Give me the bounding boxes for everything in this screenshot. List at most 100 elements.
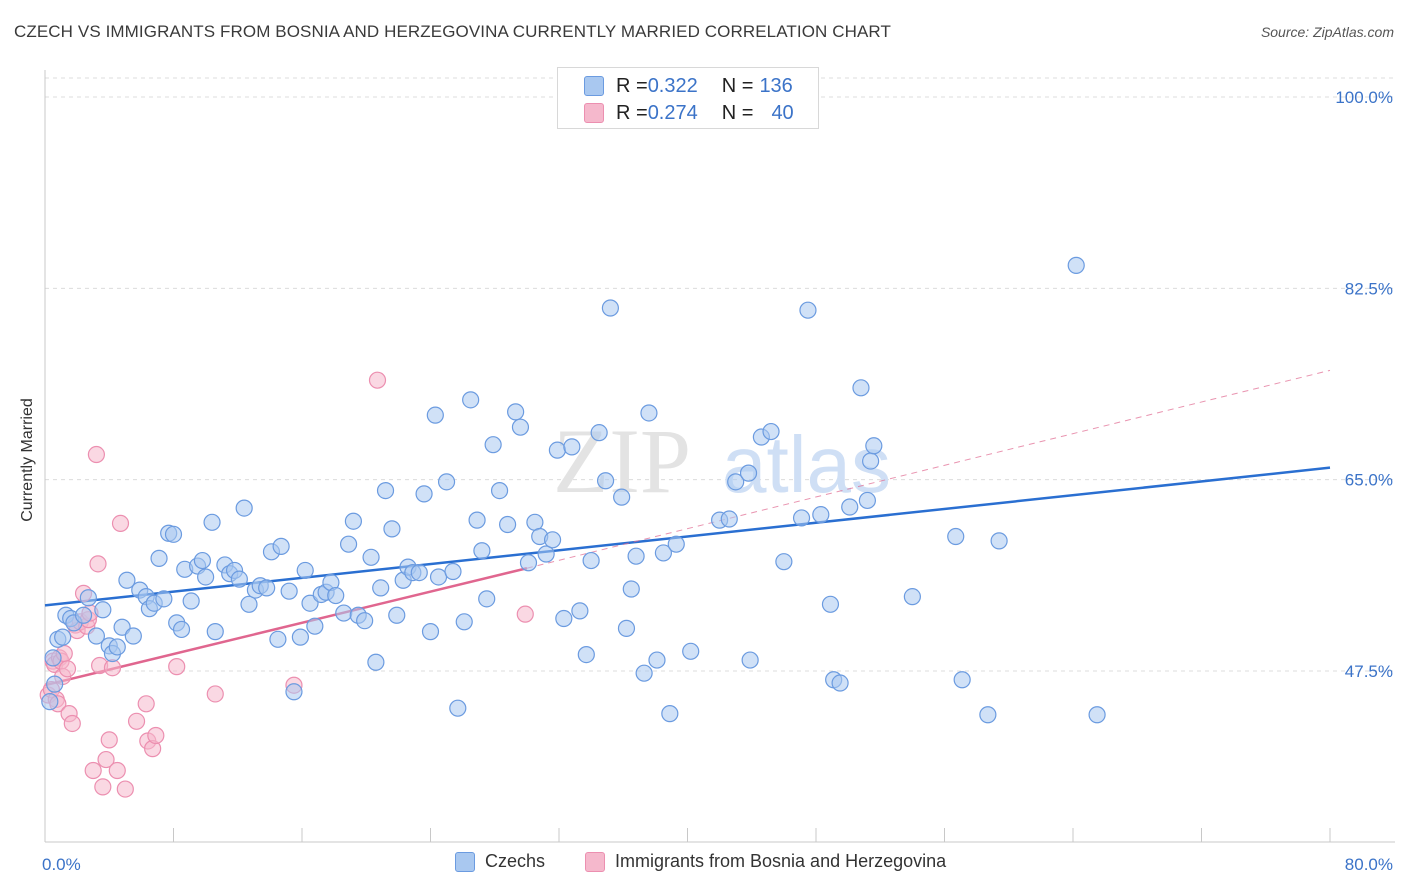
czech-point xyxy=(291,628,309,646)
x-tick-label-min: 0.0% xyxy=(42,855,81,874)
czech-point xyxy=(426,406,444,424)
legend-n-label: N = xyxy=(721,74,754,97)
czech-point xyxy=(94,601,112,619)
czech-point xyxy=(113,618,131,636)
czech-point xyxy=(388,606,406,624)
bosnia-point xyxy=(147,726,165,745)
czech-point xyxy=(118,571,136,589)
bosnia-point xyxy=(116,780,134,798)
czech-point xyxy=(571,602,589,620)
czech-point xyxy=(327,586,345,605)
czech-point xyxy=(792,509,811,527)
czech-point xyxy=(478,590,496,608)
czech-point xyxy=(272,537,290,555)
czech-point xyxy=(362,548,380,566)
czech-point xyxy=(858,491,877,510)
legend-item-bosnia[interactable]: Immigrants from Bosnia and Herzegovina xyxy=(585,851,946,872)
czech-point xyxy=(947,527,965,546)
czech-point xyxy=(54,628,72,646)
bosnia-point xyxy=(108,761,126,780)
czech-point xyxy=(258,579,276,597)
czech-point xyxy=(841,498,859,516)
czech-point xyxy=(356,612,374,630)
czech-point xyxy=(269,630,287,648)
czech-point xyxy=(862,452,880,470)
chart-title: CZECH VS IMMIGRANTS FROM BOSNIA AND HERZ… xyxy=(14,22,891,41)
czech-point xyxy=(240,595,258,613)
czech-point xyxy=(831,674,849,692)
bosnia-point xyxy=(84,761,102,780)
series-legend: Czechs Immigrants from Bosnia and Herzeg… xyxy=(0,851,1406,877)
czech-point xyxy=(164,525,183,543)
czech-point xyxy=(468,511,486,529)
czech-point xyxy=(172,620,191,639)
trend-line-bosnia xyxy=(44,567,528,687)
czech-point xyxy=(437,473,456,491)
czech-point xyxy=(376,482,395,500)
czech-point xyxy=(306,617,324,635)
czech-point xyxy=(741,651,759,669)
czech-point xyxy=(449,699,467,717)
czech-point xyxy=(87,627,106,645)
czech-point xyxy=(667,535,685,553)
legend-row-czechs: R = 0.322 N = 136 xyxy=(584,74,793,98)
legend-swatch-blue xyxy=(584,76,604,96)
correlation-legend: R = 0.322 N = 136 R = 0.274 N = 40 xyxy=(557,67,819,129)
czech-point xyxy=(484,436,502,454)
czech-point xyxy=(507,403,525,421)
gridlines xyxy=(45,77,1395,672)
czech-point xyxy=(640,404,658,422)
bosnia-point xyxy=(368,371,387,389)
legend-r-label: R = xyxy=(616,101,648,124)
czech-point xyxy=(577,645,595,664)
czech-point xyxy=(285,683,303,701)
y-tick-label: 47.5% xyxy=(1345,662,1393,681)
czech-point xyxy=(648,651,666,669)
czech-point xyxy=(280,582,298,600)
czech-point xyxy=(563,438,581,456)
y-tick-label: 65.0% xyxy=(1345,471,1393,490)
legend-swatch-pink xyxy=(584,103,604,123)
czech-point xyxy=(775,553,793,571)
czech-point xyxy=(622,580,640,598)
czech-point xyxy=(601,299,620,317)
bosnia-point xyxy=(516,605,534,623)
x-tick-label-max: 80.0% xyxy=(1345,855,1393,874)
czech-point xyxy=(421,623,440,641)
czech-point xyxy=(235,499,253,517)
czech-point xyxy=(739,464,758,482)
czech-point xyxy=(543,531,562,549)
czech-point xyxy=(335,604,353,622)
czech-point xyxy=(444,562,462,581)
legend-swatch-pink xyxy=(585,851,605,872)
czech-point xyxy=(812,506,830,524)
legend-swatch-blue xyxy=(455,851,475,872)
czech-point xyxy=(1067,256,1085,274)
czech-point xyxy=(383,520,401,538)
bosnia-point xyxy=(94,778,112,796)
czech-point xyxy=(415,485,433,503)
bosnia-point xyxy=(137,695,155,713)
czech-point xyxy=(193,551,212,570)
czech-point xyxy=(727,473,745,491)
czech-point xyxy=(203,513,221,531)
czech-point xyxy=(990,532,1008,550)
czech-point xyxy=(301,594,319,612)
bosnia-point xyxy=(206,685,224,703)
czech-point xyxy=(953,671,971,689)
bosnia-point xyxy=(103,659,122,677)
legend-item-czechs[interactable]: Czechs xyxy=(455,851,545,872)
bosnia-point xyxy=(63,714,81,733)
czech-point xyxy=(197,568,215,586)
legend-r-value: 0.322 xyxy=(647,74,698,97)
czech-point xyxy=(344,512,362,530)
czech-point xyxy=(1088,706,1106,724)
czech-point xyxy=(762,422,780,441)
legend-r-label: R = xyxy=(616,74,648,97)
y-tick-label: 100.0% xyxy=(1335,88,1393,107)
czech-point xyxy=(661,705,679,723)
czech-point xyxy=(582,551,600,570)
legend-n-value: 136 xyxy=(759,74,793,97)
czech-point xyxy=(108,638,126,656)
czech-point xyxy=(455,613,473,631)
